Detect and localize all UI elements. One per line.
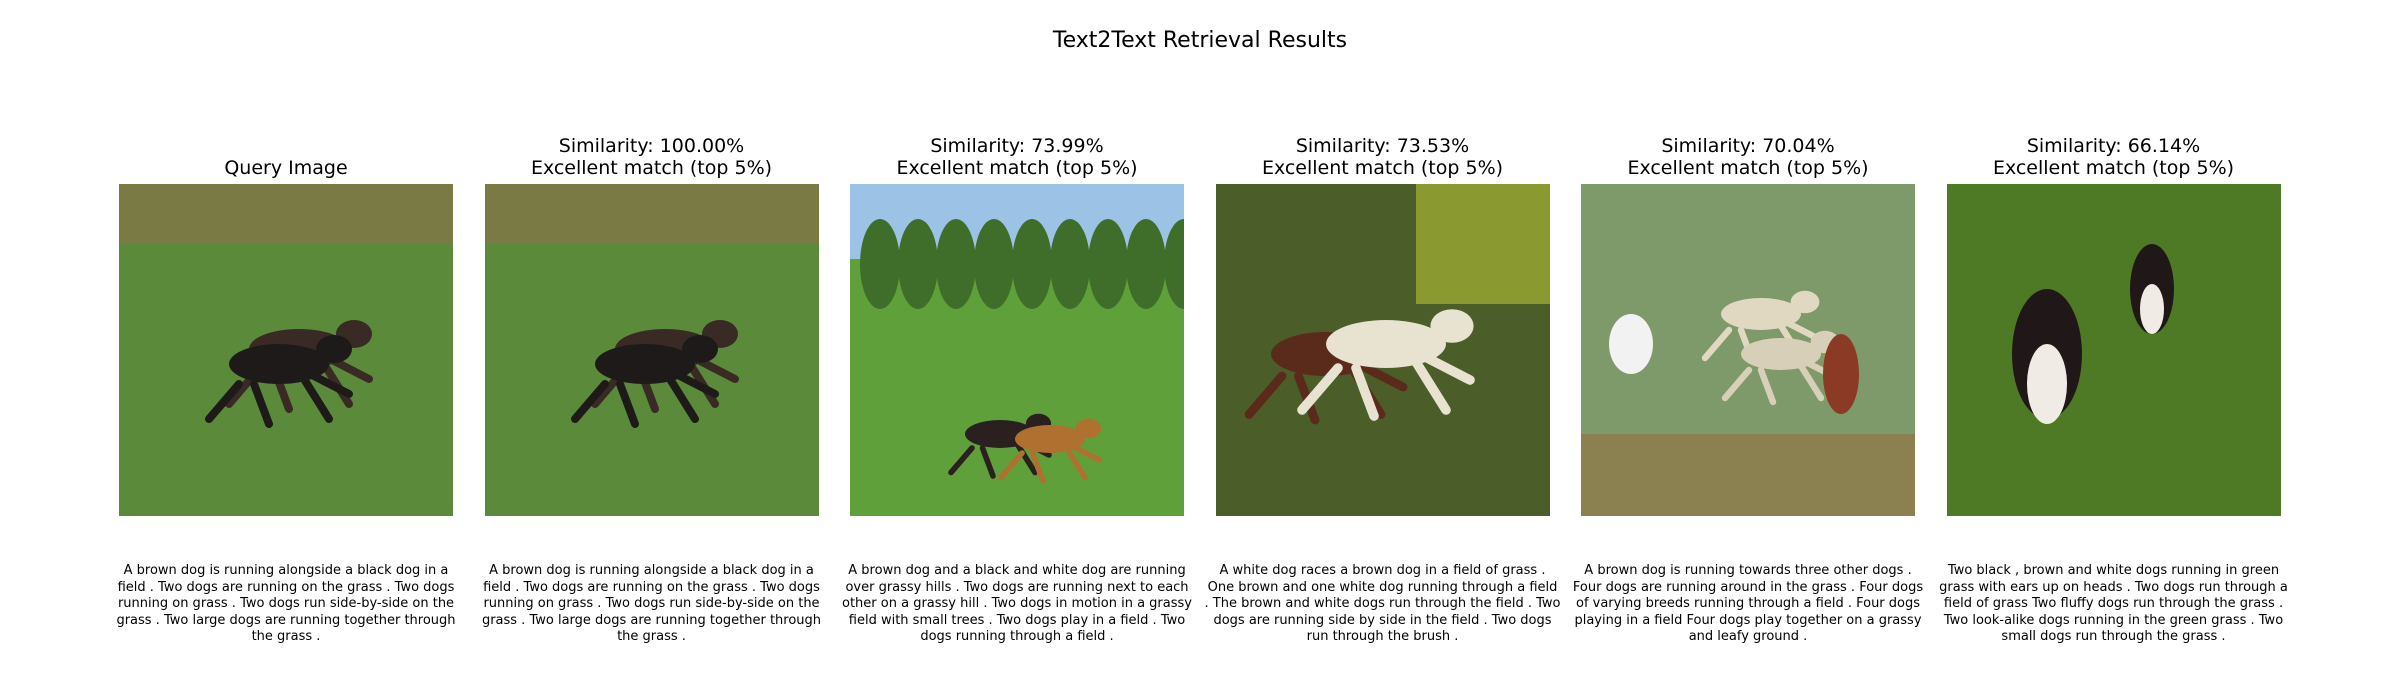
grass: [1946, 184, 2281, 516]
dog: [1350, 363, 1379, 421]
dog: [330, 357, 373, 383]
dog: [1823, 334, 1859, 414]
panel-title: Similarity: 66.14%: [2026, 135, 2201, 157]
dog: [1244, 371, 1286, 419]
image: [850, 184, 1204, 516]
dog: [1410, 357, 1451, 415]
leaves: [1581, 434, 1915, 516]
panel-title: Similarity: 73.99%: [930, 135, 1104, 157]
dog: [300, 375, 333, 423]
dog: [1422, 353, 1475, 385]
tree: [860, 219, 900, 309]
panel-image: [1946, 184, 2281, 516]
panel-title: Similarity: 100.00%: [558, 135, 745, 157]
dog: [998, 450, 1025, 481]
dog: [979, 445, 996, 479]
tree: [1012, 219, 1052, 309]
dog: [1014, 441, 1038, 476]
caption: A brown dog is running alongside a black…: [116, 563, 456, 644]
dog: [1701, 326, 1733, 362]
image: [119, 184, 453, 516]
panel-image: [119, 184, 453, 516]
grass: [484, 184, 819, 244]
dog: [1325, 320, 1446, 368]
dog: [665, 375, 699, 423]
dog: [1359, 362, 1407, 392]
tree: [1088, 219, 1128, 309]
panel-image: [850, 184, 1204, 516]
dog: [1790, 290, 1820, 314]
panel-image: [1581, 184, 1915, 516]
dog: [1071, 444, 1102, 463]
panel-title: Excellent match (top 5%): [896, 157, 1138, 179]
tree: [974, 219, 1014, 309]
dog: [594, 344, 695, 384]
panel-image: [484, 184, 819, 516]
image: [1946, 184, 2281, 516]
dog: [2026, 344, 2067, 424]
dog: [1015, 425, 1085, 453]
dog: [681, 335, 718, 363]
tree: [1050, 219, 1090, 309]
brush: [1415, 184, 1550, 304]
panel-title: Similarity: 73.53%: [1295, 135, 1470, 157]
panel-title: Excellent match (top 5%): [1992, 157, 2235, 179]
dog: [1721, 298, 1801, 330]
dog: [1429, 309, 1474, 343]
dog: [316, 335, 352, 363]
panel-title: Similarity: 70.04%: [1661, 135, 1835, 157]
tree: [898, 219, 938, 309]
dog: [948, 445, 975, 476]
dog: [1721, 366, 1753, 402]
panel-image: [1215, 184, 1550, 516]
panel-title: Excellent match (top 5%): [1261, 157, 1504, 179]
panel-title: Excellent match (top 5%): [530, 157, 773, 179]
dog: [1296, 363, 1343, 415]
figure-title: Text2Text Retrieval Results: [1052, 28, 1348, 53]
tree: [1126, 219, 1166, 309]
dog: [229, 344, 329, 384]
dog: [1075, 418, 1102, 439]
caption: A brown dog is running alongside a black…: [481, 563, 822, 644]
dog: [2139, 284, 2164, 334]
tree: [936, 219, 976, 309]
panel-title: Query Image: [224, 157, 348, 179]
dog: [615, 380, 639, 428]
caption: Two black , brown and white dogs running…: [1939, 563, 2288, 644]
dog: [1757, 366, 1777, 406]
dog: [570, 380, 609, 423]
dog: [695, 357, 739, 383]
image: [1215, 184, 1550, 516]
dog: [1797, 362, 1825, 402]
dog: [205, 380, 243, 423]
dog: [1741, 338, 1821, 370]
dog: [250, 380, 273, 428]
caption: A brown dog is running towards three oth…: [1572, 563, 1924, 644]
image: [1581, 184, 1915, 516]
caption: A white dog races a brown dog in a field…: [1204, 563, 1561, 644]
dog: [310, 372, 353, 398]
dog: [1064, 446, 1088, 481]
dog: [675, 372, 719, 398]
dog: [1785, 320, 1821, 342]
grass: [119, 184, 453, 244]
image: [484, 184, 819, 516]
panel-title: Excellent match (top 5%): [1627, 157, 1869, 179]
caption: A brown dog and a black and white dog ar…: [842, 563, 1192, 644]
dog: [1609, 314, 1653, 374]
dog: [1029, 450, 1046, 484]
